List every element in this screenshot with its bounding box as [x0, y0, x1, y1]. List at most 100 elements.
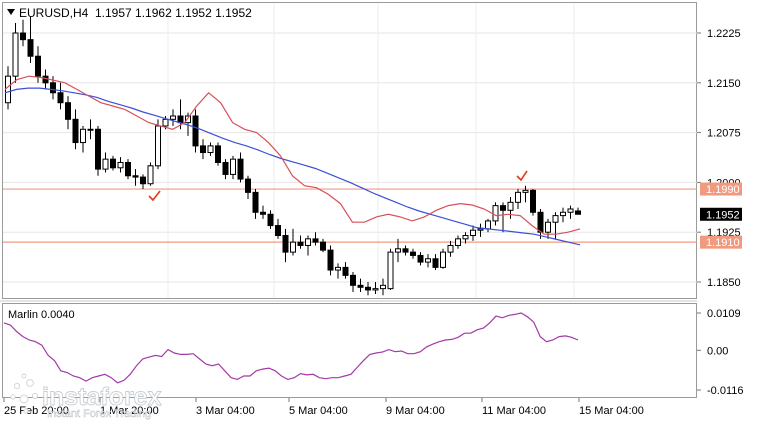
watermark-tagline: Instant Forex Trading — [47, 408, 151, 420]
candle-body — [492, 205, 499, 222]
candle[interactable] — [560, 207, 566, 223]
candle[interactable] — [575, 207, 581, 215]
price-panel[interactable] — [2, 2, 697, 299]
candle[interactable] — [447, 240, 454, 257]
candle-body — [192, 115, 199, 147]
candle[interactable] — [365, 282, 371, 296]
chart-menu-icon[interactable] — [7, 9, 15, 15]
candle[interactable] — [417, 252, 424, 266]
candle[interactable] — [350, 272, 356, 292]
candle-body — [297, 241, 304, 246]
candle[interactable] — [275, 218, 281, 239]
candle[interactable] — [395, 238, 401, 263]
candle-body — [230, 158, 236, 175]
candle[interactable] — [432, 254, 439, 271]
candle[interactable] — [230, 155, 236, 180]
candle[interactable] — [185, 112, 191, 136]
candle[interactable] — [477, 223, 484, 237]
candle[interactable] — [500, 202, 506, 233]
candle[interactable] — [440, 248, 446, 269]
candle[interactable] — [515, 189, 521, 209]
candle-body — [372, 288, 379, 291]
candle[interactable] — [530, 189, 536, 216]
candle[interactable] — [387, 248, 394, 290]
candle[interactable] — [522, 185, 529, 203]
ohlc-values: 1.1957 1.1962 1.1952 1.1952 — [95, 6, 252, 20]
candle[interactable] — [102, 152, 109, 173]
candle[interactable] — [357, 278, 364, 292]
candle[interactable] — [545, 218, 551, 239]
candle[interactable] — [192, 109, 199, 153]
candle[interactable] — [320, 238, 326, 253]
candle[interactable] — [110, 155, 116, 171]
candle[interactable] — [65, 96, 71, 130]
candle[interactable] — [402, 245, 409, 256]
candle[interactable] — [305, 235, 311, 256]
candle[interactable] — [245, 175, 251, 199]
candle[interactable] — [132, 169, 139, 186]
candle[interactable] — [125, 159, 131, 180]
candle[interactable] — [27, 16, 34, 63]
time-axis[interactable]: 25 Feb 20:00 1 Mar 20:00 3 Mar 04:00 5 Mar … — [3, 398, 644, 417]
candle[interactable] — [222, 159, 229, 180]
candle[interactable] — [20, 19, 26, 47]
indicator-panel[interactable] — [2, 303, 697, 398]
candle-body — [312, 238, 319, 243]
candle[interactable] — [260, 205, 266, 219]
time-tick-label: 3 Mar 04:00 — [196, 405, 255, 417]
candle[interactable] — [342, 262, 349, 279]
candle[interactable] — [425, 254, 431, 268]
candle[interactable] — [207, 142, 214, 156]
support-price-badge: 1.1910 — [700, 235, 742, 249]
candle[interactable] — [290, 228, 296, 256]
indicator-axis[interactable]: 0.0109 0.00 -0.0116 — [697, 308, 744, 397]
candle[interactable] — [380, 278, 386, 296]
candle[interactable] — [117, 157, 124, 173]
current-price-label: 1.1952 — [706, 209, 740, 221]
candle[interactable] — [327, 245, 334, 276]
candle[interactable] — [267, 210, 274, 229]
candle[interactable] — [87, 119, 94, 140]
candle-body — [260, 211, 266, 215]
candle-body — [215, 145, 221, 163]
candle[interactable] — [80, 125, 86, 153]
candle[interactable] — [462, 232, 469, 244]
candle[interactable] — [170, 109, 176, 126]
time-tick-label: 11 Mar 04:00 — [482, 405, 546, 417]
time-tick-label: 9 Mar 04:00 — [386, 405, 445, 417]
candle[interactable] — [237, 152, 244, 183]
candle-body — [245, 178, 251, 193]
candle[interactable] — [312, 232, 319, 246]
candle[interactable] — [372, 282, 379, 294]
candle[interactable] — [297, 235, 304, 249]
candle-body — [35, 55, 41, 77]
candle[interactable] — [470, 225, 476, 241]
instaforex-logo-icon — [10, 373, 39, 414]
candle[interactable] — [410, 248, 416, 259]
candle-body — [140, 176, 146, 185]
candle[interactable] — [155, 119, 161, 170]
candle[interactable] — [200, 139, 206, 160]
candle[interactable] — [57, 82, 64, 110]
candle-body — [117, 161, 124, 169]
candle[interactable] — [215, 142, 221, 166]
candle-body — [425, 258, 431, 263]
candle-body — [177, 115, 184, 124]
candle[interactable] — [12, 23, 19, 83]
candle[interactable] — [455, 235, 461, 249]
candle[interactable] — [95, 125, 101, 176]
candle[interactable] — [72, 109, 79, 150]
indicator-title: Marlin 0.0040 — [8, 309, 75, 321]
candle[interactable] — [282, 228, 289, 263]
candle[interactable] — [567, 205, 574, 219]
candle-body — [237, 158, 244, 180]
resistance-price-label: 1.1990 — [706, 184, 740, 196]
price-tick-label: 1.2150 — [707, 78, 741, 90]
candle[interactable] — [507, 197, 514, 219]
candle[interactable] — [335, 263, 341, 279]
price-tick-label: 1.1850 — [707, 277, 741, 289]
candle[interactable] — [252, 189, 259, 219]
check-mark-icon — [516, 170, 528, 182]
candle[interactable] — [147, 162, 154, 186]
candle[interactable] — [140, 174, 146, 190]
